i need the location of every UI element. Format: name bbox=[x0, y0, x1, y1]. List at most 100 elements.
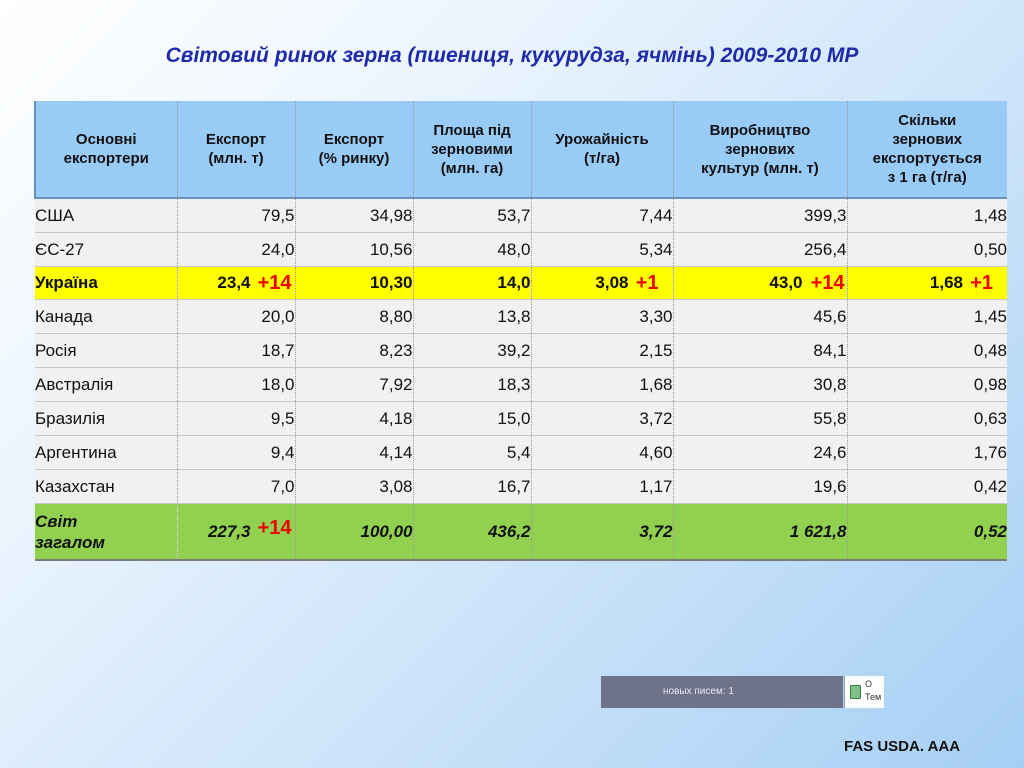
export-pct-cell: 4,18 bbox=[294, 401, 413, 436]
yield-cell: 3,72 bbox=[530, 503, 673, 561]
export-pct-cell: 8,80 bbox=[294, 299, 413, 334]
header-area: Площа під зерновими (млн. га) bbox=[412, 101, 531, 199]
increase-badge: +14 bbox=[257, 517, 292, 539]
export-pct-cell: 10,30 bbox=[294, 266, 413, 300]
country-cell: Австралія bbox=[35, 367, 177, 402]
yield-cell: 7,44 bbox=[530, 198, 673, 233]
export-pct-cell: 34,98 bbox=[294, 198, 413, 233]
country-cell: Аргентина bbox=[35, 435, 177, 470]
table-row: Аргентина 9,4 4,14 5,4 4,60 24,6 1,76 bbox=[35, 435, 1007, 470]
table-row: Бразилія 9,5 4,18 15,0 3,72 55,8 0,63 bbox=[35, 401, 1007, 436]
increase-badge: +14 bbox=[810, 272, 845, 294]
area-cell: 53,7 bbox=[412, 198, 531, 233]
export-mt-cell: 7,0 bbox=[176, 469, 295, 504]
country-cell: Росія bbox=[35, 333, 177, 368]
yield-cell: 2,15 bbox=[530, 333, 673, 368]
country-cell: Казахстан bbox=[35, 469, 177, 504]
export-mt-cell: 9,4 bbox=[176, 435, 295, 470]
production-cell: 45,6 bbox=[672, 299, 847, 334]
export-pct-cell: 4,14 bbox=[294, 435, 413, 470]
per-ha-cell: 0,98 bbox=[846, 367, 1007, 402]
table-row-highlighted: Україна 23,4 +14 10,30 14,0 3,08 +1 43,0 +1… bbox=[35, 266, 1007, 300]
export-mt-cell: 23,4 +14 bbox=[176, 266, 295, 300]
table-row: США 79,5 34,98 53,7 7,44 399,3 1,48 bbox=[35, 198, 1007, 233]
production-cell: 399,3 bbox=[672, 198, 847, 233]
country-cell: ЄС-27 bbox=[35, 232, 177, 267]
increase-badge: +1 bbox=[635, 272, 659, 294]
export-mt-cell: 18,0 bbox=[176, 367, 295, 402]
per-ha-cell: 1,48 bbox=[846, 198, 1007, 233]
production-cell: 43,0 +14 bbox=[672, 266, 847, 300]
grain-market-table: Основні експортери Експорт (млн. т) Експор… bbox=[34, 101, 1007, 561]
production-cell: 30,8 bbox=[672, 367, 847, 402]
per-ha-cell: 0,52 bbox=[846, 503, 1007, 561]
production-cell: 84,1 bbox=[672, 333, 847, 368]
export-pct-cell: 100,00 bbox=[294, 503, 413, 561]
per-ha-cell: 0,42 bbox=[846, 469, 1007, 504]
increase-badge: +1 bbox=[970, 272, 993, 294]
per-ha-cell: 0,63 bbox=[846, 401, 1007, 436]
area-cell: 5,4 bbox=[412, 435, 531, 470]
country-cell: Бразилія bbox=[35, 401, 177, 436]
table-row: Австралія 18,0 7,92 18,3 1,68 30,8 0,98 bbox=[35, 367, 1007, 402]
production-cell: 256,4 bbox=[672, 232, 847, 267]
export-mt-cell: 9,5 bbox=[176, 401, 295, 436]
production-cell: 55,8 bbox=[672, 401, 847, 436]
production-cell: 19,6 bbox=[672, 469, 847, 504]
production-cell: 24,6 bbox=[672, 435, 847, 470]
production-cell: 1 621,8 bbox=[672, 503, 847, 561]
country-cell: Світ загалом bbox=[35, 503, 177, 561]
table-row-total: Світ загалом 227,3 +14 100,00 436,2 3,72 1… bbox=[35, 503, 1007, 561]
table-row: Казахстан 7,0 3,08 16,7 1,17 19,6 0,42 bbox=[35, 469, 1007, 504]
area-cell: 48,0 bbox=[412, 232, 531, 267]
header-yield: Урожайність (т/га) bbox=[530, 101, 673, 199]
export-mt-cell: 18,7 bbox=[176, 333, 295, 368]
table-header-row: Основні експортери Експорт (млн. т) Експор… bbox=[34, 101, 1007, 199]
area-cell: 14,0 bbox=[412, 266, 531, 300]
export-pct-cell: 10,56 bbox=[294, 232, 413, 267]
yield-cell: 3,72 bbox=[530, 401, 673, 436]
tray-label: Тем bbox=[865, 692, 882, 702]
yield-cell: 5,34 bbox=[530, 232, 673, 267]
export-pct-cell: 8,23 bbox=[294, 333, 413, 368]
table-row: Росія 18,7 8,23 39,2 2,15 84,1 0,48 bbox=[35, 333, 1007, 368]
header-export-pct: Експорт (% ринку) bbox=[294, 101, 413, 199]
yield-cell: 3,08 +1 bbox=[530, 266, 673, 300]
area-cell: 18,3 bbox=[412, 367, 531, 402]
per-ha-cell: 0,48 bbox=[846, 333, 1007, 368]
yield-cell: 1,17 bbox=[530, 469, 673, 504]
document-icon bbox=[850, 685, 861, 699]
yield-cell: 4,60 bbox=[530, 435, 673, 470]
per-ha-cell: 1,45 bbox=[846, 299, 1007, 334]
taskbar-mail-notification[interactable]: новых писем: 1 bbox=[601, 676, 843, 708]
area-cell: 39,2 bbox=[412, 333, 531, 368]
export-mt-cell: 79,5 bbox=[176, 198, 295, 233]
export-pct-cell: 7,92 bbox=[294, 367, 413, 402]
table-row: Канада 20,0 8,80 13,8 3,30 45,6 1,45 bbox=[35, 299, 1007, 334]
area-cell: 436,2 bbox=[412, 503, 531, 561]
yield-cell: 1,68 bbox=[530, 367, 673, 402]
area-cell: 16,7 bbox=[412, 469, 531, 504]
header-production: Виробництво зернових культур (млн. т) bbox=[672, 101, 847, 199]
export-pct-cell: 3,08 bbox=[294, 469, 413, 504]
export-mt-cell: 227,3 +14 bbox=[176, 503, 295, 561]
country-cell: Україна bbox=[35, 266, 177, 300]
per-ha-cell: 1,76 bbox=[846, 435, 1007, 470]
header-export-mt: Експорт (млн. т) bbox=[176, 101, 295, 199]
export-mt-cell: 24,0 bbox=[176, 232, 295, 267]
area-cell: 13,8 bbox=[412, 299, 531, 334]
table-row: ЄС-27 24,0 10,56 48,0 5,34 256,4 0,50 bbox=[35, 232, 1007, 267]
per-ha-cell: 1,68 +1 bbox=[846, 266, 1007, 300]
area-cell: 15,0 bbox=[412, 401, 531, 436]
taskbar-tray[interactable]: О Тем bbox=[844, 676, 884, 708]
header-exporters: Основні експортери bbox=[34, 101, 177, 199]
header-per-ha: Скільки зернових експортується з 1 га (т/га… bbox=[846, 101, 1007, 199]
country-cell: США bbox=[35, 198, 177, 233]
export-mt-cell: 20,0 bbox=[176, 299, 295, 334]
tray-label: О bbox=[865, 679, 873, 689]
country-cell: Канада bbox=[35, 299, 177, 334]
per-ha-cell: 0,50 bbox=[846, 232, 1007, 267]
source-credit: FAS USDA. AAA bbox=[844, 738, 961, 755]
yield-cell: 3,30 bbox=[530, 299, 673, 334]
slide-title: Світовий ринок зерна (пшениця, кукурудза… bbox=[165, 44, 859, 67]
